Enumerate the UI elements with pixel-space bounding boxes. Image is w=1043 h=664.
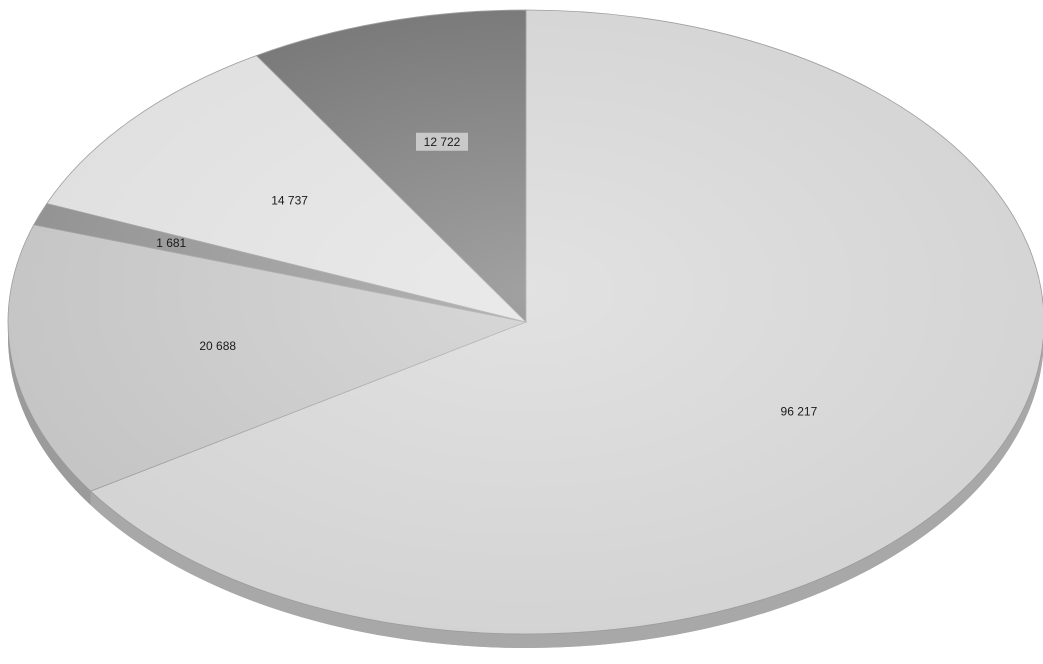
slice-label: 12 722 (424, 135, 461, 149)
pie-slices (7, 9, 1043, 635)
slice-label: 96 217 (781, 405, 818, 419)
slice-label: 20 688 (199, 339, 236, 353)
slice-label: 14 737 (271, 193, 308, 207)
slice-label-background (416, 132, 469, 151)
slice-label: 1 681 (156, 236, 186, 250)
pie-labels: 96 217 20 688 1 681 14 737 12 722 (156, 132, 818, 419)
